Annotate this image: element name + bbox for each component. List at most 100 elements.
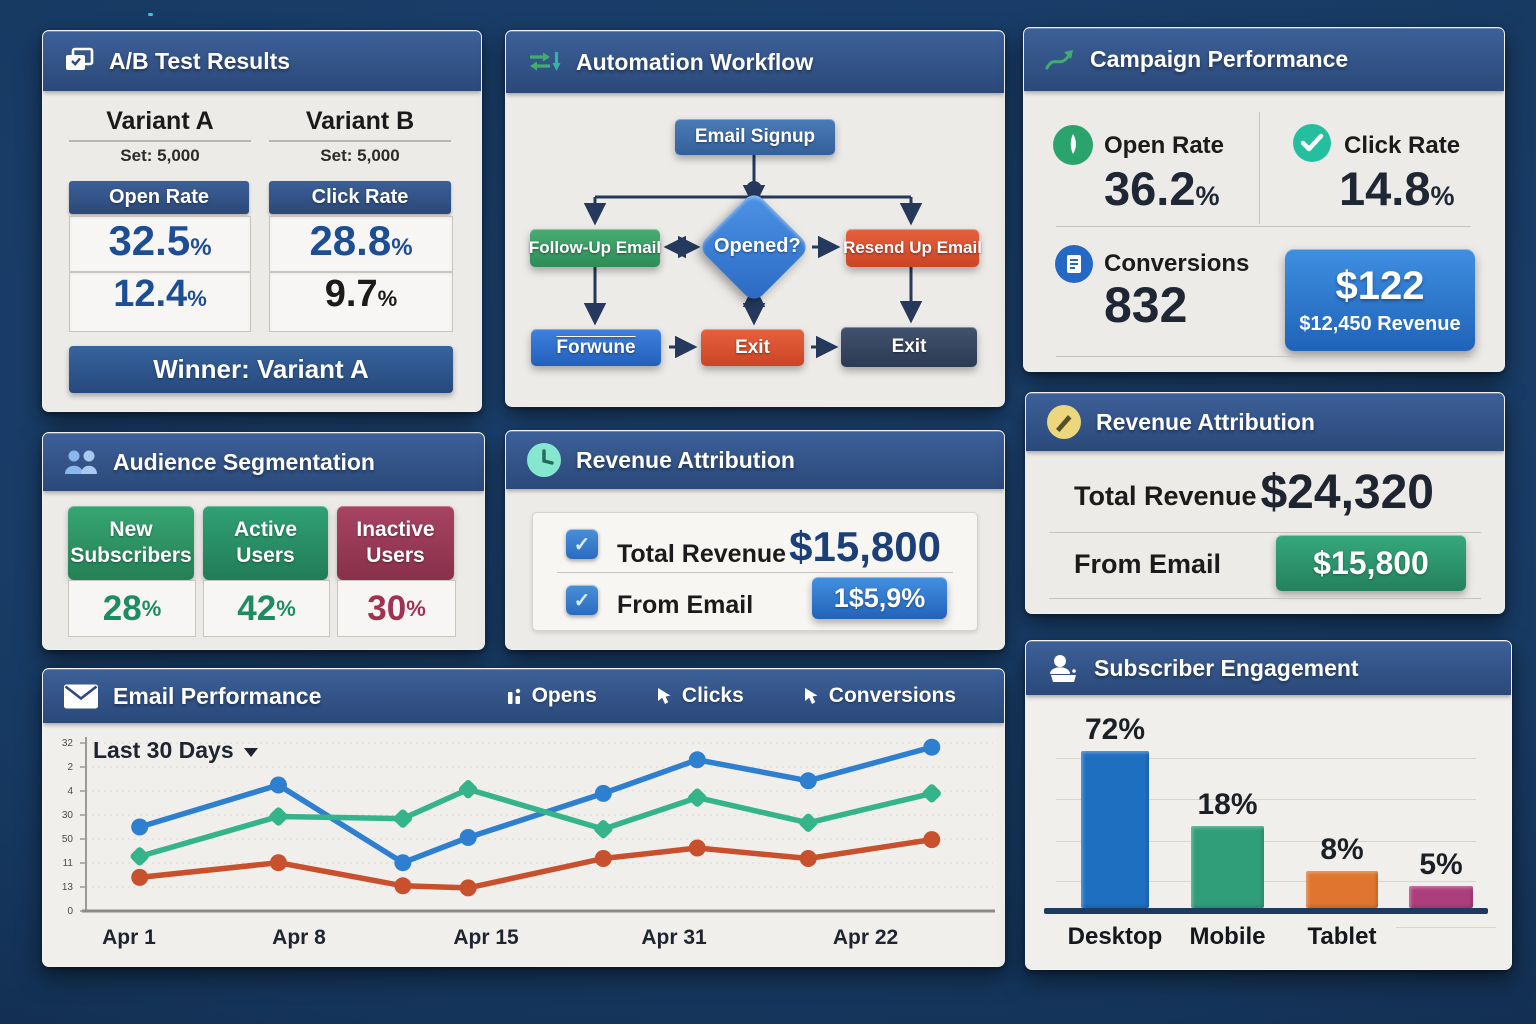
conversions-label: Conversions (1104, 250, 1250, 277)
panel-title: Subscriber Engagement (1094, 654, 1359, 681)
panel-title: Revenue Attribution (1096, 408, 1315, 435)
svg-text:Apr 15: Apr 15 (453, 926, 519, 949)
svg-text:Apr 1: Apr 1 (102, 926, 156, 949)
gridline (1056, 881, 1476, 882)
gridline (1056, 758, 1476, 759)
from-email-value-button[interactable]: $15,800 (1276, 535, 1466, 591)
campaign-header: Campaign Performance (1024, 28, 1504, 91)
revenue-attribution-center-panel: Revenue Attribution Total Revenue $15,80… (505, 430, 1005, 650)
divider (69, 140, 251, 142)
svg-text:2: 2 (67, 762, 73, 773)
segment-new-subscribers: New Subscribers (68, 506, 194, 580)
bar-desktop (1081, 751, 1149, 908)
svg-text:Apr 8: Apr 8 (272, 926, 326, 949)
total-revenue-checkbox[interactable] (566, 529, 598, 559)
bar-value-label: 5% (1419, 848, 1463, 881)
from-email-value-button[interactable]: 1$5,9% (812, 577, 947, 619)
workflow-node-followup-email[interactable]: Follow-Up Email (529, 229, 661, 267)
bar-chart: 72% Desktop 18% Mobile 8% Tablet 5% (1026, 695, 1511, 969)
automation-workflow-panel: Automation Workflow (505, 30, 1005, 407)
legend-item-clicks[interactable]: Clicks (655, 684, 744, 708)
divider (557, 572, 953, 573)
line-chart: 32 2 4 30 50 11 13 0 Apr 1 Apr 8 Apr 15 Apr 31 Apr 2… (62, 737, 995, 949)
x-axis-baseline (1044, 908, 1488, 914)
bar-mobile (1191, 826, 1264, 908)
conversions-value: 832 (1104, 277, 1188, 333)
click-rate-check-icon (1292, 123, 1332, 163)
segment-new-subscribers-value: 28% (68, 580, 196, 637)
panel-title: Revenue Attribution (576, 446, 795, 473)
screen-artifact-dot (148, 13, 153, 16)
from-email-label: From Email (617, 591, 754, 619)
revenue-card-subtitle: $12,450 Revenue (1299, 313, 1461, 335)
workflow-node-email-signup[interactable]: Email Signup (675, 119, 835, 155)
gridline (1056, 799, 1476, 800)
clock-icon (526, 442, 562, 478)
conversions-doc-icon (1054, 244, 1094, 284)
email-performance-header: Email Performance Opens Clicks Conversio… (43, 669, 1004, 723)
chevron-down-icon (243, 748, 258, 757)
workflow-node-forward[interactable]: Forwune (531, 329, 661, 366)
users-icon (63, 448, 99, 476)
subscriber-icon (1046, 653, 1080, 683)
bar-category-label: Desktop (1067, 923, 1163, 950)
open-rate-value: 36.2% (1104, 162, 1220, 215)
workflow-header: Automation Workflow (506, 31, 1004, 93)
revenue-card-value: $122 (1335, 264, 1425, 308)
bar-category-label: Mobile (1189, 923, 1266, 950)
trending-arrow-icon (1044, 46, 1076, 74)
panel-title: A/B Test Results (109, 47, 291, 74)
date-range-dropdown[interactable]: Last 30 Days (93, 737, 258, 764)
subscriber-engagement-panel: Subscriber Engagement 72% Desktop 18% Mobil… (1025, 640, 1512, 970)
variant-b-set: Set: 5,000 (320, 146, 400, 165)
svg-text:0: 0 (67, 906, 73, 917)
from-email-label: From Email (1074, 549, 1222, 579)
workflow-node-resend-email[interactable]: Resend Up Email (843, 229, 982, 267)
campaign-performance-panel: Campaign Performance Open Rate 36.2% Cli… (1023, 27, 1505, 372)
open-rate-header: Open Rate (69, 181, 249, 214)
variant-b-click-rate: 28.8% (269, 216, 453, 272)
opens-icon (507, 688, 522, 705)
gridline (1056, 841, 1476, 842)
envelope-icon (63, 683, 99, 710)
from-email-checkbox[interactable] (566, 585, 598, 615)
svg-text:Apr 31: Apr 31 (641, 926, 707, 949)
click-rate-header: Click Rate (269, 181, 451, 214)
panel-title: Audience Segmentation (113, 448, 375, 475)
divider (1049, 532, 1481, 533)
winner-banner: Winner: Variant A (69, 346, 453, 393)
total-revenue-label: Total Revenue (1074, 481, 1257, 511)
revenue-center-header: Revenue Attribution (506, 431, 1004, 489)
ab-test-header: A/B Test Results (43, 31, 481, 91)
clicks-cursor-icon (655, 687, 672, 706)
click-rate-value: 14.8% (1339, 162, 1455, 215)
revenue-attribution-right-panel: Revenue Attribution Total Revenue $24,32… (1025, 392, 1505, 614)
variant-b-secondary-rate: 9.7% (269, 272, 453, 332)
legend-item-opens[interactable]: Opens (507, 684, 597, 708)
automation-arrows-icon (526, 49, 562, 75)
revenue-center-card: Total Revenue $15,800 From Email 1$5,9% (532, 512, 978, 631)
revenue-card: $122 $12,450 Revenue (1285, 249, 1475, 351)
bar-value-label: 72% (1084, 713, 1146, 746)
svg-text:11: 11 (63, 858, 74, 869)
revenue-right-header: Revenue Attribution (1026, 393, 1504, 451)
divider (1056, 226, 1471, 227)
open-rate-icon (1052, 124, 1094, 166)
panel-title: Automation Workflow (576, 48, 814, 75)
variant-a-name: Variant A (106, 107, 214, 135)
svg-text:32: 32 (62, 738, 74, 749)
audience-segmentation-panel: Audience Segmentation New Subscribers Ac… (42, 432, 485, 650)
total-revenue-label: Total Revenue (617, 540, 787, 568)
conversions-cursor-icon (802, 687, 819, 706)
segment-active-users-value: 42% (203, 580, 330, 637)
click-rate-label: Click Rate (1344, 132, 1461, 159)
workflow-node-exit-right[interactable]: Exit (841, 327, 977, 367)
bar-value-label: 8% (1320, 833, 1364, 866)
workflow-canvas: Email Signup Follow-Up Email Opened? Res… (506, 93, 1004, 406)
workflow-node-exit-mid[interactable]: Exit (701, 329, 804, 366)
divider (1056, 356, 1471, 357)
legend-item-conversions[interactable]: Conversions (802, 684, 956, 708)
divider (269, 140, 451, 142)
divider (1259, 112, 1260, 224)
total-revenue-value: $24,320 (1260, 466, 1434, 519)
